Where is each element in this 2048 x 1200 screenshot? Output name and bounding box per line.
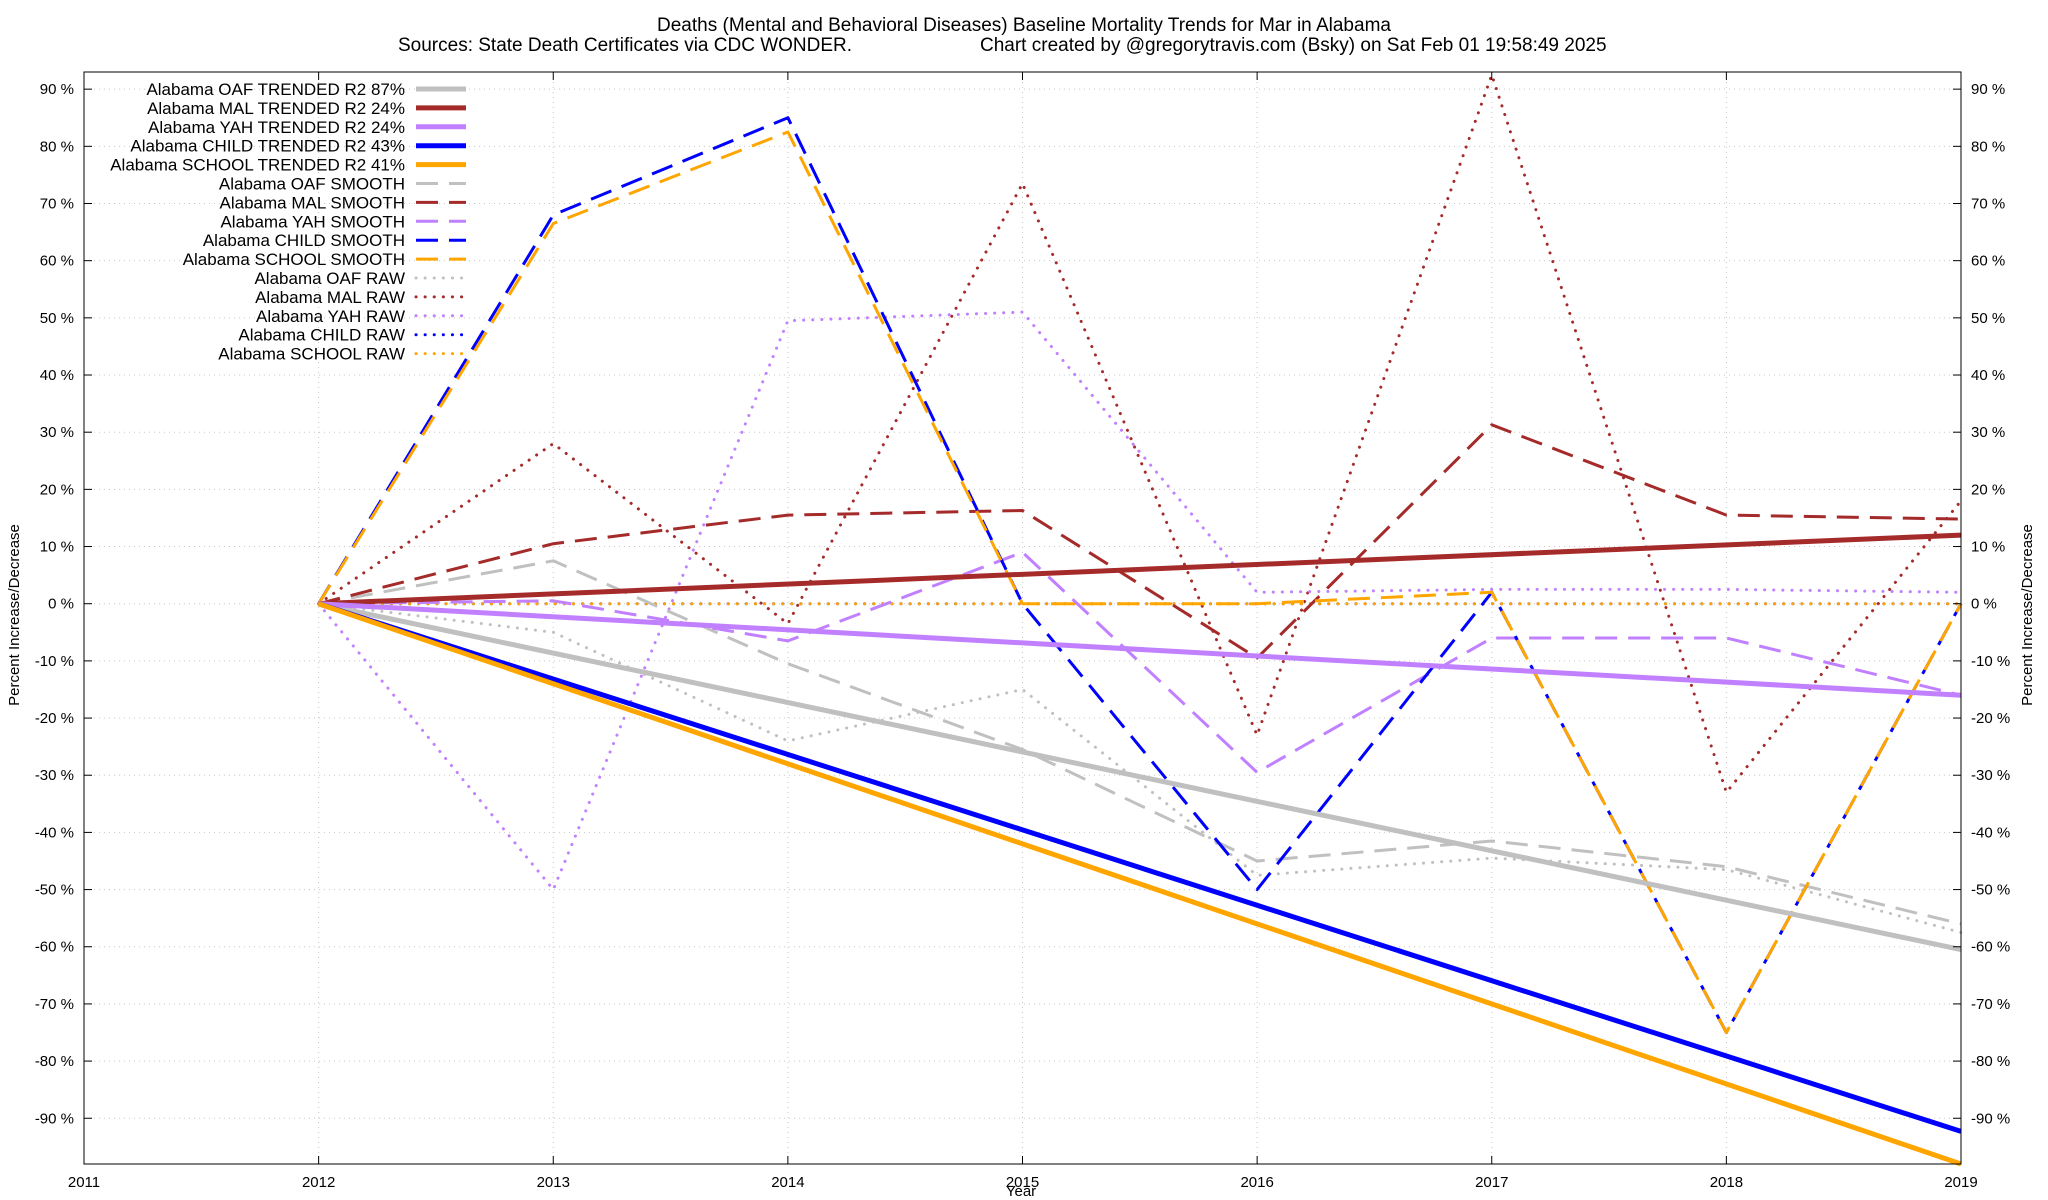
legend-label-child-trended: Alabama CHILD TRENDED R2 43% bbox=[130, 137, 405, 156]
x-tick-label: 2013 bbox=[537, 1174, 570, 1191]
legend-label-mal-raw: Alabama MAL RAW bbox=[255, 288, 405, 307]
series-line-child-trended bbox=[317, 601, 1962, 1134]
y-tick-label-left: -10 % bbox=[35, 653, 74, 670]
legend-label-yah-trended: Alabama YAH TRENDED R2 24% bbox=[148, 118, 405, 137]
chart-subtitle-source: Sources: State Death Certificates via CD… bbox=[398, 35, 852, 56]
y-tick-label-right: -20 % bbox=[1971, 710, 2010, 727]
chart-title: Deaths (Mental and Behavioral Diseases) … bbox=[657, 15, 1391, 36]
series-line-mal-smooth bbox=[318, 423, 1962, 660]
y-tick-label-left: -50 % bbox=[35, 882, 74, 899]
y-tick-label-left: 50 % bbox=[40, 310, 74, 327]
y-tick-label-right: -50 % bbox=[1971, 882, 2010, 899]
x-tick-label: 2011 bbox=[68, 1174, 100, 1191]
y-tick-label-left: -60 % bbox=[35, 939, 74, 956]
y-tick-label-right: 60 % bbox=[1971, 253, 2005, 270]
y-tick-label-right: 0 % bbox=[1971, 596, 1997, 613]
legend-label-child-smooth: Alabama CHILD SMOOTH bbox=[203, 231, 405, 250]
legend: Alabama OAF TRENDED R2 87%Alabama MAL TR… bbox=[110, 80, 468, 364]
legend-label-oaf-smooth: Alabama OAF SMOOTH bbox=[219, 175, 405, 194]
x-tick-label: 2015 bbox=[1006, 1174, 1039, 1191]
y-tick-label-left: -30 % bbox=[35, 767, 74, 784]
legend-label-oaf-trended: Alabama OAF TRENDED R2 87% bbox=[146, 80, 405, 99]
y-tick-label-right: 50 % bbox=[1971, 310, 2005, 327]
x-tick-label: 2017 bbox=[1475, 1174, 1508, 1191]
y-tick-label-right: 40 % bbox=[1971, 367, 2005, 384]
y-tick-label-right: -30 % bbox=[1971, 767, 2010, 784]
x-axis-label: Year bbox=[1006, 1183, 1036, 1200]
legend-label-school-raw: Alabama SCHOOL RAW bbox=[218, 345, 405, 364]
series-line-yah-raw bbox=[317, 310, 1963, 892]
legend-label-oaf-raw: Alabama OAF RAW bbox=[254, 269, 405, 288]
y-tick-label-left: -70 % bbox=[35, 996, 74, 1013]
legend-label-child-raw: Alabama CHILD RAW bbox=[238, 326, 405, 345]
y-tick-label-left: 80 % bbox=[40, 138, 74, 155]
legend-label-mal-trended: Alabama MAL TRENDED R2 24% bbox=[147, 99, 405, 118]
legend-label-yah-smooth: Alabama YAH SMOOTH bbox=[220, 212, 405, 231]
y-tick-label-right: -90 % bbox=[1971, 1110, 2010, 1127]
series-line-school-trended bbox=[317, 601, 1962, 1167]
series-line-oaf-trended bbox=[318, 601, 1962, 953]
legend-label-school-trended: Alabama SCHOOL TRENDED R2 41% bbox=[110, 156, 405, 175]
y-tick-label-right: 90 % bbox=[1971, 81, 2005, 98]
legend-label-yah-raw: Alabama YAH RAW bbox=[256, 307, 405, 326]
y-tick-label-right: -40 % bbox=[1971, 824, 2010, 841]
series-line-yah-trended bbox=[318, 601, 1962, 698]
y-tick-label-right: 80 % bbox=[1971, 138, 2005, 155]
y-tick-label-left: 40 % bbox=[40, 367, 74, 384]
chart-subtitle-credit: Chart created by @gregorytravis.com (Bsk… bbox=[980, 35, 1607, 56]
y-tick-label-left: 10 % bbox=[40, 539, 74, 556]
y-tick-label-right: -10 % bbox=[1971, 653, 2010, 670]
y-tick-label-left: 20 % bbox=[40, 481, 74, 498]
legend-label-school-smooth: Alabama SCHOOL SMOOTH bbox=[183, 250, 405, 269]
legend-label-mal-smooth: Alabama MAL SMOOTH bbox=[220, 193, 405, 212]
series-line-child-smooth bbox=[317, 116, 1963, 1034]
x-tick-label: 2012 bbox=[302, 1174, 335, 1191]
y-axis-label-left: Percent Increase/Decrease bbox=[6, 524, 23, 706]
y-tick-label-left: 70 % bbox=[40, 195, 74, 212]
y-tick-label-right: -70 % bbox=[1971, 996, 2010, 1013]
y-tick-label-right: 30 % bbox=[1971, 424, 2005, 441]
x-tick-label: 2016 bbox=[1240, 1174, 1273, 1191]
x-tick-label: 2018 bbox=[1710, 1174, 1743, 1191]
x-tick-label: 2014 bbox=[771, 1174, 804, 1191]
y-tick-label-left: 30 % bbox=[40, 424, 74, 441]
y-tick-label-right: -60 % bbox=[1971, 939, 2010, 956]
axis-ticks: 2011 2012 2013 2014 2015 2016 2017 2018 2019 90 %… bbox=[35, 72, 2010, 1191]
series-line-mal-trended bbox=[318, 532, 1962, 607]
y-tick-label-right: 10 % bbox=[1971, 539, 2005, 556]
y-tick-label-right: -80 % bbox=[1971, 1053, 2010, 1070]
series-line-oaf-smooth bbox=[318, 559, 1962, 926]
x-tick-label: 2019 bbox=[1944, 1174, 1977, 1191]
series-line-oaf-raw bbox=[317, 602, 1963, 934]
y-tick-label-left: -40 % bbox=[35, 824, 74, 841]
y-axis-label-right: Percent Increase/Decrease bbox=[2019, 524, 2036, 706]
y-tick-label-right: 20 % bbox=[1971, 481, 2005, 498]
series-line-yah-smooth bbox=[318, 550, 1962, 774]
y-tick-label-left: -20 % bbox=[35, 710, 74, 727]
y-tick-label-left: 0 % bbox=[48, 596, 74, 613]
y-tick-label-left: -90 % bbox=[35, 1110, 74, 1127]
plot-series bbox=[317, 73, 1963, 1167]
y-tick-label-left: -80 % bbox=[35, 1053, 74, 1070]
y-tick-label-left: 60 % bbox=[40, 253, 74, 270]
y-tick-label-left: 90 % bbox=[40, 81, 74, 98]
y-tick-label-right: 70 % bbox=[1971, 195, 2005, 212]
